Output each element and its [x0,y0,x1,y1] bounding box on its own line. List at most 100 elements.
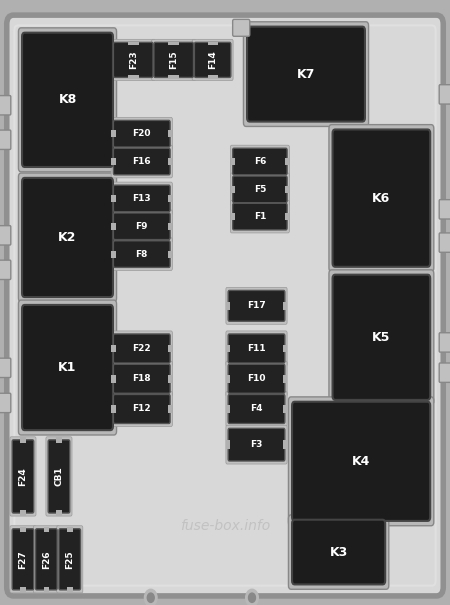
FancyBboxPatch shape [230,145,289,178]
FancyBboxPatch shape [233,176,287,203]
FancyBboxPatch shape [228,394,285,424]
FancyBboxPatch shape [0,393,11,413]
Text: fuse-box.info: fuse-box.info [180,519,270,534]
FancyBboxPatch shape [233,19,250,36]
FancyBboxPatch shape [113,185,170,212]
FancyBboxPatch shape [439,333,450,352]
FancyBboxPatch shape [226,391,287,427]
Bar [231,213,235,220]
Bar [168,345,172,352]
Text: K4: K4 [352,455,370,468]
FancyBboxPatch shape [7,15,443,596]
FancyBboxPatch shape [247,27,365,122]
FancyBboxPatch shape [111,145,172,178]
Bar [111,405,116,413]
Bar [67,587,72,592]
FancyBboxPatch shape [113,364,170,393]
FancyBboxPatch shape [226,425,287,464]
Bar [168,250,172,258]
Bar [111,158,116,165]
Text: F1: F1 [254,212,266,221]
FancyBboxPatch shape [152,39,196,80]
Bar [44,527,49,532]
Bar [128,75,139,77]
FancyBboxPatch shape [288,515,389,589]
Bar [168,195,172,202]
Text: F12: F12 [132,405,151,413]
Bar [226,302,230,310]
FancyBboxPatch shape [230,200,289,233]
FancyBboxPatch shape [333,275,430,400]
Bar [168,375,172,382]
FancyBboxPatch shape [329,125,434,272]
FancyBboxPatch shape [192,39,233,80]
FancyBboxPatch shape [22,305,113,430]
Bar [226,440,230,449]
FancyBboxPatch shape [113,394,170,424]
Bar [283,302,287,310]
Text: F9: F9 [135,222,148,231]
FancyBboxPatch shape [113,120,170,147]
Bar [111,375,116,382]
FancyBboxPatch shape [228,428,285,461]
Text: F22: F22 [132,344,151,353]
Text: F23: F23 [129,51,138,69]
FancyBboxPatch shape [113,213,170,240]
Text: F3: F3 [250,440,263,449]
Text: F20: F20 [132,129,151,138]
FancyBboxPatch shape [46,437,72,516]
FancyBboxPatch shape [233,203,287,230]
FancyBboxPatch shape [12,440,34,513]
FancyBboxPatch shape [0,226,11,245]
FancyBboxPatch shape [111,238,172,270]
FancyBboxPatch shape [113,42,153,77]
Bar [226,345,230,352]
Bar [283,345,287,352]
FancyBboxPatch shape [226,361,287,396]
FancyBboxPatch shape [18,28,117,172]
FancyBboxPatch shape [0,96,11,115]
Text: F15: F15 [169,51,178,69]
FancyBboxPatch shape [329,270,434,405]
Bar [285,186,289,193]
Bar [283,375,287,382]
Text: F18: F18 [132,374,151,383]
FancyBboxPatch shape [10,526,36,593]
Bar [226,405,230,413]
Bar [283,405,287,413]
FancyBboxPatch shape [10,437,36,516]
FancyBboxPatch shape [292,402,430,521]
FancyBboxPatch shape [18,300,117,435]
FancyBboxPatch shape [111,182,172,215]
Text: F5: F5 [254,185,266,194]
FancyBboxPatch shape [57,526,83,593]
FancyBboxPatch shape [0,130,11,149]
Bar [20,437,26,443]
FancyBboxPatch shape [439,200,450,219]
Bar [44,587,49,592]
Bar [128,42,139,45]
Bar [231,158,235,165]
FancyBboxPatch shape [228,334,285,363]
Bar [283,440,287,449]
FancyBboxPatch shape [0,358,11,378]
Text: K8: K8 [58,93,76,106]
FancyBboxPatch shape [439,85,450,104]
Text: F16: F16 [132,157,151,166]
Text: K1: K1 [58,361,76,374]
Text: F10: F10 [247,374,266,383]
Bar [56,510,62,515]
Text: CB1: CB1 [54,466,63,486]
FancyBboxPatch shape [36,529,57,590]
Bar [56,437,62,443]
Text: F8: F8 [135,250,148,258]
Text: F6: F6 [254,157,266,166]
FancyBboxPatch shape [113,334,170,363]
FancyBboxPatch shape [233,148,287,175]
Text: F24: F24 [18,467,27,486]
Text: F11: F11 [247,344,266,353]
Bar [231,186,235,193]
Text: F17: F17 [247,301,266,310]
Bar [168,42,179,45]
Bar [20,527,26,532]
